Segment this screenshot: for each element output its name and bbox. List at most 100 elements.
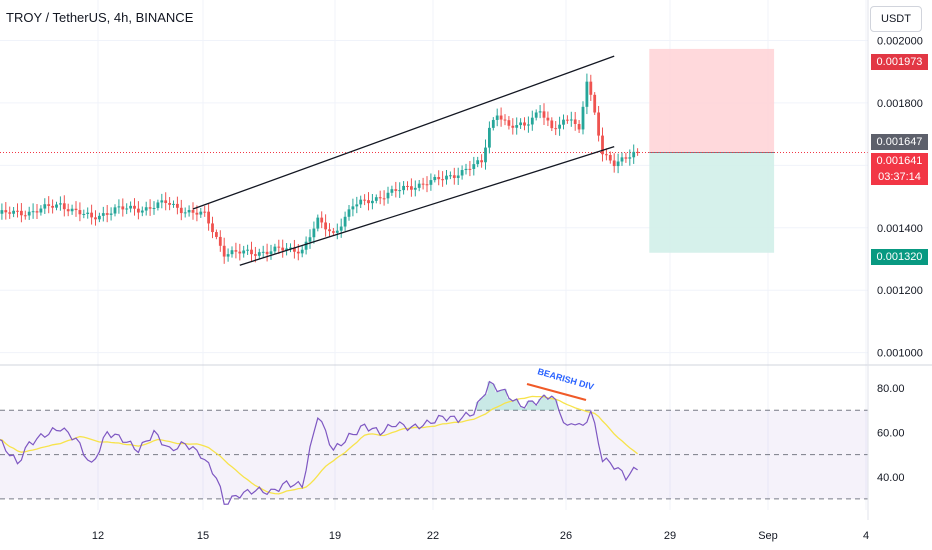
candle-body — [254, 254, 257, 256]
candle-body — [265, 251, 269, 255]
channel-lower-line — [239, 145, 615, 266]
candle-body — [542, 111, 546, 118]
candle-body — [488, 127, 491, 148]
candle-body — [495, 115, 499, 120]
candle-body — [296, 251, 300, 254]
symbol-title: TROY / TetherUS, 4h, BINANCE — [6, 10, 194, 25]
time-axis-label: 19 — [329, 530, 341, 542]
candle-body — [269, 251, 273, 255]
candle-body — [23, 215, 27, 217]
candle-body — [137, 208, 140, 213]
candle-body — [117, 206, 121, 208]
candle-body — [101, 213, 105, 216]
candle-body — [417, 183, 421, 188]
candle-body — [527, 124, 530, 126]
candle-body — [199, 211, 203, 215]
candle-body — [530, 117, 534, 125]
candle-body — [476, 160, 480, 165]
candle-body — [499, 115, 503, 120]
candle-body — [51, 205, 54, 208]
rsi-overbought-fill — [475, 381, 558, 411]
candle-body — [0, 210, 4, 214]
candle-body — [624, 157, 628, 159]
candle-body — [35, 211, 39, 213]
candle-body — [47, 204, 51, 206]
candle-body — [211, 223, 214, 233]
candle-body — [187, 210, 191, 213]
candle-body — [250, 249, 253, 255]
candle-body — [20, 210, 23, 216]
candle-body — [363, 199, 366, 201]
candle-body — [113, 207, 117, 214]
candle-body — [289, 247, 292, 249]
candle-body — [425, 184, 429, 186]
rsi-line — [0, 380, 638, 505]
candle-body — [612, 160, 616, 167]
candle-body — [382, 198, 386, 200]
candle-body — [335, 230, 339, 233]
channel-upper-line — [192, 55, 615, 210]
candle-body — [339, 226, 343, 231]
candle-body — [86, 212, 90, 214]
candle-body — [566, 119, 569, 121]
candle-body — [605, 154, 608, 156]
candle-body — [160, 200, 164, 203]
candle-body — [402, 185, 405, 191]
candle-body — [503, 119, 507, 121]
candle-body — [273, 246, 277, 252]
candle-body — [125, 208, 129, 210]
candle-body — [316, 217, 320, 229]
candle-body — [394, 189, 398, 191]
stop-price-tag: 0.001973 — [871, 54, 928, 70]
candle-body — [242, 250, 246, 254]
candle-body — [546, 117, 550, 121]
rsi-axis-label: 80.00 — [877, 383, 905, 395]
candle-body — [16, 210, 19, 212]
candle-body — [156, 202, 160, 208]
candle-body — [374, 197, 378, 201]
countdown-tag: 03:37:14 — [871, 169, 928, 185]
candle-body — [569, 119, 573, 121]
candle-body — [74, 208, 78, 211]
candle-body — [601, 135, 604, 155]
candle-body — [12, 210, 15, 214]
candle-body — [152, 207, 156, 209]
candle-body — [234, 250, 238, 252]
stop-loss-zone — [649, 48, 775, 153]
candle-body — [480, 160, 483, 163]
candle-body — [472, 164, 476, 169]
candle-body — [277, 246, 281, 248]
currency-button[interactable]: USDT — [870, 6, 922, 32]
candle-body — [550, 120, 554, 129]
candle-body — [371, 200, 374, 204]
candle-body — [449, 175, 452, 177]
time-axis-label: 12 — [92, 530, 104, 542]
candle-body — [94, 217, 97, 220]
candle-body — [312, 228, 316, 238]
price-axis-label: 0.001400 — [877, 223, 923, 235]
candle-body — [78, 210, 82, 215]
candle-body — [324, 222, 327, 230]
price-axis-label: 0.001200 — [877, 285, 923, 297]
time-axis-label: 26 — [560, 530, 572, 542]
candle-body — [460, 170, 464, 176]
time-axis-label: 22 — [427, 530, 439, 542]
candle-body — [410, 186, 413, 190]
candle-body — [226, 254, 230, 257]
divergence-line — [526, 382, 587, 402]
candle-body — [355, 204, 359, 207]
time-axis-label: 29 — [664, 530, 676, 542]
time-axis-label: 15 — [197, 530, 209, 542]
candle-body — [261, 251, 265, 253]
candle-body — [129, 205, 132, 209]
candle-body — [351, 206, 355, 210]
candle-body — [585, 81, 589, 107]
candle-body — [300, 249, 304, 254]
candle-body — [222, 245, 226, 257]
candle-body — [148, 207, 152, 209]
candle-body — [534, 112, 538, 118]
candle-body — [164, 200, 168, 204]
rsi-axis-label: 40.00 — [877, 472, 905, 484]
candle-body — [218, 236, 222, 246]
